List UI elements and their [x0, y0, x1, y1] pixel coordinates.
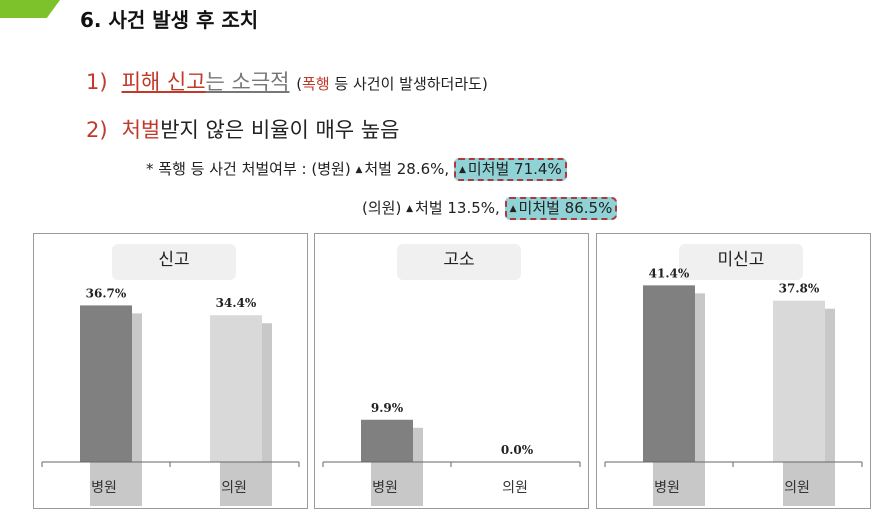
category-label: 의원: [221, 480, 247, 496]
data-label: 36.7%: [86, 286, 127, 300]
triangle-icon: ▲: [355, 165, 363, 175]
accent-bar: [0, 0, 60, 18]
data-label: 34.4%: [216, 296, 257, 310]
detail-hospital-unpunished: 미처벌 71.4%: [467, 160, 562, 178]
category-label: 병원: [654, 480, 680, 496]
detail-row-hospital: * 폭행 등 사건 처벌여부 : (병원) ▲ 처벌 28.6%, ▲ 미처벌 71…: [146, 158, 567, 181]
unpunished-highlight: ▲ 미처벌 71.4%: [453, 158, 567, 181]
chart-panel-complaint: 고소 9.9% 병원 0.0% 의원: [314, 233, 589, 509]
data-label: 0.0%: [501, 443, 534, 457]
bar-병원: [643, 285, 695, 462]
point-1-number: 1): [86, 70, 108, 94]
point-1-note-open: (: [296, 75, 303, 93]
bar-chart-report: 36.7% 병원 34.4% 의원: [41, 286, 300, 506]
detail-hospital-prefix: * 폭행 등 사건 처벌여부 : (병원): [146, 160, 351, 178]
chart-panel-report: 신고 36.7% 병원 34.4% 의원: [33, 233, 308, 509]
point-1: 1) 피해 신고는 소극적 (폭행 등 사건이 발생하더라도): [86, 66, 488, 96]
bar-chart-complaint: 9.9% 병원 0.0% 의원: [322, 401, 581, 506]
point-1-note-rest: 등 사건이 발생하더라도): [329, 75, 488, 93]
point-1-note-red: 폭행: [302, 75, 330, 93]
detail-clinic-punished: 처벌 13.5%,: [415, 199, 500, 217]
bar-chart-no-report: 41.4% 병원 37.8% 의원: [604, 266, 863, 506]
detail-clinic-prefix: (의원): [362, 199, 402, 217]
detail-row-clinic: (의원) ▲ 처벌 13.5%, ▲ 미처벌 86.5%: [362, 197, 618, 220]
point-1-red-text: 피해 신고: [121, 70, 206, 94]
point-2-text: 받지 않은 비율이 매우 높음: [160, 118, 400, 142]
chart-title: 고소: [397, 244, 521, 280]
point-2-red-text: 처벌: [121, 118, 161, 142]
chart-title: 신고: [112, 244, 236, 280]
category-label: 의원: [784, 480, 810, 496]
category-label: 병원: [91, 480, 117, 496]
chart-title: 미신고: [679, 244, 803, 280]
data-label: 37.8%: [779, 282, 820, 296]
category-label: 병원: [372, 480, 398, 496]
detail-hospital-punished: 처벌 28.6%,: [364, 160, 450, 178]
bar-의원: [773, 300, 825, 462]
chart-panel-no-report: 미신고 41.4% 병원 37.8% 의원: [596, 233, 871, 509]
detail-clinic-unpunished: 미처벌 86.5%: [518, 199, 613, 217]
point-2-number: 2): [86, 118, 108, 142]
bar-병원: [80, 305, 132, 462]
triangle-icon: ▲: [458, 165, 466, 175]
bar-의원: [210, 315, 262, 462]
bar-병원: [361, 419, 413, 462]
data-label: 9.9%: [371, 401, 404, 415]
unpunished-highlight: ▲ 미처벌 86.5%: [504, 197, 618, 220]
data-label: 41.4%: [649, 266, 690, 280]
point-2: 2) 처벌받지 않은 비율이 매우 높음: [86, 114, 399, 144]
section-title: 6. 사건 발생 후 조치: [80, 8, 259, 32]
point-1-note: (폭행 등 사건이 발생하더라도): [296, 75, 488, 93]
category-label: 의원: [502, 480, 528, 496]
point-1-gray-text: 는 소극적: [205, 70, 290, 94]
triangle-icon: ▲: [509, 204, 517, 214]
triangle-icon: ▲: [406, 204, 414, 214]
